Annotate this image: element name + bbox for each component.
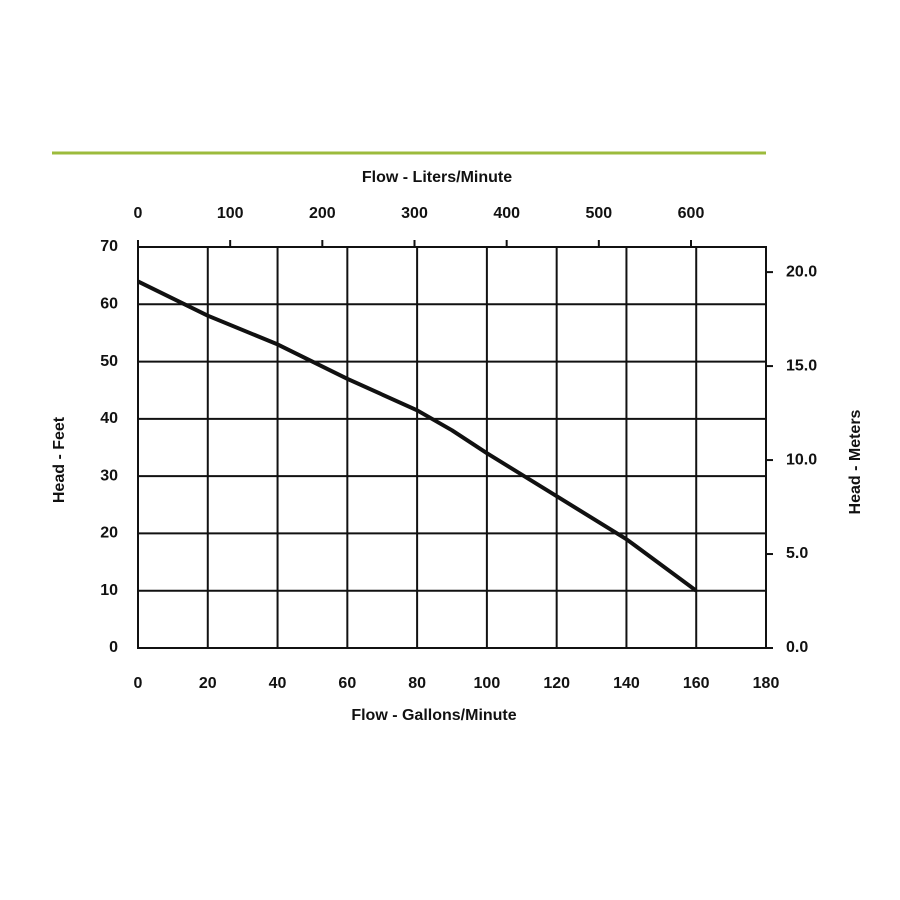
y2-tick-label: 10.0 — [786, 451, 817, 468]
y-tick-label: 10 — [100, 582, 118, 599]
x-tick-label: 20 — [199, 675, 217, 692]
x2-tick-label: 0 — [134, 205, 143, 222]
y-tick-label: 30 — [100, 467, 118, 484]
x-tick-label: 80 — [408, 675, 426, 692]
x2-axis-label: Flow - Liters/Minute — [362, 169, 512, 186]
x2-tick-label: 100 — [217, 205, 244, 222]
x2-tick-label: 500 — [585, 205, 612, 222]
y-tick-label: 50 — [100, 353, 118, 370]
y-tick-label: 40 — [100, 410, 118, 427]
x2-tick-label: 600 — [678, 205, 705, 222]
x-tick-label: 120 — [543, 675, 570, 692]
y2-tick-label: 5.0 — [786, 545, 808, 562]
y-tick-label: 70 — [100, 238, 118, 255]
y2-tick-label: 20.0 — [786, 263, 817, 280]
y2-tick-label: 15.0 — [786, 357, 817, 374]
y-axis-label: Head - Feet — [51, 416, 68, 503]
y2-axis-label: Head - Meters — [847, 409, 864, 514]
x-tick-label: 160 — [683, 675, 710, 692]
x-axis-label: Flow - Gallons/Minute — [351, 707, 516, 724]
x-tick-label: 0 — [134, 675, 143, 692]
x-tick-label: 140 — [613, 675, 640, 692]
x2-tick-label: 400 — [493, 205, 520, 222]
x-tick-label: 60 — [338, 675, 356, 692]
y2-tick-label: 0.0 — [786, 639, 808, 656]
pump-curve — [137, 279, 698, 593]
y-tick-label: 0 — [109, 639, 118, 656]
plot-frame — [137, 246, 767, 649]
x-tick-label: 40 — [269, 675, 287, 692]
x-tick-label: 100 — [474, 675, 501, 692]
x2-tick-label: 200 — [309, 205, 336, 222]
y-tick-label: 60 — [100, 296, 118, 313]
x-tick-label: 180 — [753, 675, 780, 692]
y-tick-label: 20 — [100, 525, 118, 542]
x2-tick-label: 300 — [401, 205, 428, 222]
